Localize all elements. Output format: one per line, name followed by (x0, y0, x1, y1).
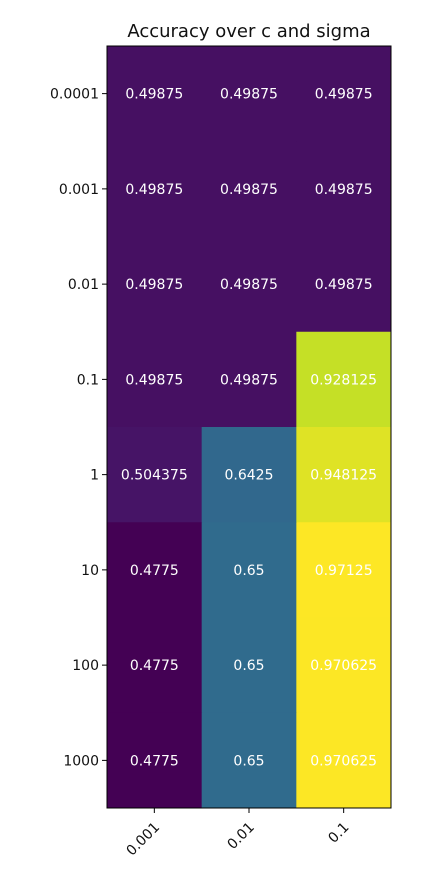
x-tick-label: 0.01 (224, 820, 257, 853)
cell-value-label: 0.49875 (125, 372, 183, 388)
heatmap-cell (296, 522, 392, 618)
cell-value-label: 0.6425 (225, 468, 274, 484)
heatmap-cell (296, 617, 392, 714)
heatmap-cell (107, 427, 203, 523)
heatmap-cells (107, 46, 392, 809)
heatmap-cell (107, 712, 203, 809)
y-tick-label: 0.001 (59, 182, 99, 198)
cell-value-label: 0.948125 (310, 468, 377, 484)
cell-value-label: 0.65 (233, 658, 264, 674)
cell-value-label: 0.4775 (130, 753, 179, 769)
heatmap-cell (107, 141, 203, 237)
heatmap-cell (107, 46, 203, 142)
heatmap-cell (201, 46, 297, 142)
heatmap-cell (107, 236, 203, 333)
heatmap-cell (107, 522, 203, 618)
heatmap-cell (201, 141, 297, 237)
cell-value-label: 0.65 (233, 753, 264, 769)
heatmap-cell (201, 522, 297, 618)
y-axis: 0.0001 0.001 0.01 0.1 1 10 100 1000 (50, 87, 107, 769)
cell-value-label: 0.65 (233, 563, 264, 579)
heatmap-cell (201, 331, 297, 428)
cell-value-label: 0.928125 (310, 372, 377, 388)
cell-value-label: 0.504375 (121, 468, 188, 484)
cell-value-label: 0.49875 (125, 87, 183, 103)
x-tick-label: 0.1 (325, 820, 352, 847)
cell-value-label: 0.49875 (220, 182, 278, 198)
cell-value-label: 0.49875 (315, 182, 373, 198)
heatmap-cell (201, 617, 297, 714)
cell-value-label: 0.49875 (220, 87, 278, 103)
y-tick-label: 0.01 (68, 277, 99, 293)
cell-value-label: 0.49875 (220, 372, 278, 388)
heatmap-cell (296, 141, 392, 237)
chart-title: Accuracy over c and sigma (127, 21, 370, 42)
heatmap-cell (201, 712, 297, 809)
y-tick-label: 1000 (63, 753, 99, 769)
cell-value-label: 0.97125 (315, 563, 373, 579)
heatmap-cell (296, 331, 392, 428)
y-tick-label: 100 (72, 658, 99, 674)
x-tick-label: 0.001 (123, 820, 163, 860)
heatmap-cell (296, 46, 392, 142)
cell-value-label: 0.4775 (130, 658, 179, 674)
cell-value-label: 0.49875 (125, 277, 183, 293)
cell-value-label: 0.49875 (220, 277, 278, 293)
cell-value-label: 0.49875 (315, 277, 373, 293)
cell-value-label: 0.970625 (310, 753, 377, 769)
heatmap-cell (296, 712, 392, 809)
cell-value-label: 0.970625 (310, 658, 377, 674)
cell-value-label: 0.49875 (315, 87, 373, 103)
heatmap-cell (107, 617, 203, 714)
heatmap-cell (296, 236, 392, 333)
y-tick-label: 10 (81, 563, 99, 579)
y-tick-label: 0.1 (77, 372, 99, 388)
x-axis: 0.001 0.01 0.1 (123, 808, 352, 859)
heatmap-cell (107, 331, 203, 428)
y-tick-label: 1 (90, 468, 99, 484)
cell-value-label: 0.4775 (130, 563, 179, 579)
cell-value-label: 0.49875 (125, 182, 183, 198)
heatmap-cell-labels: 0.49875 0.49875 0.49875 0.49875 0.49875 0.498… (121, 87, 377, 770)
heatmap-cell (296, 427, 392, 523)
heatmap-cell (201, 236, 297, 333)
y-tick-label: 0.0001 (50, 87, 99, 103)
heatmap-cell (201, 427, 297, 523)
